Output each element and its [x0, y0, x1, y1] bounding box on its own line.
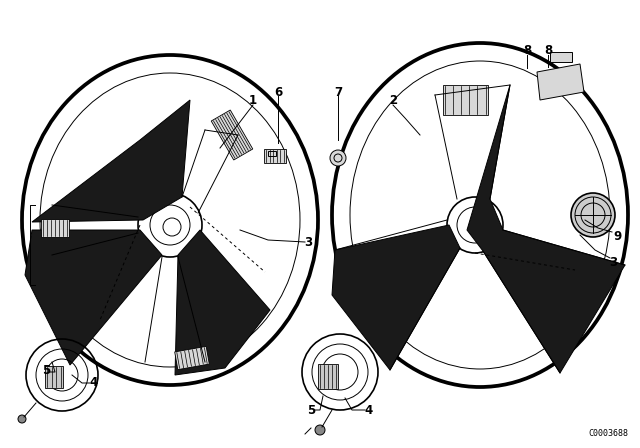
- Text: 4: 4: [90, 376, 98, 389]
- Circle shape: [330, 150, 346, 166]
- Bar: [175, 346, 209, 370]
- Text: 9: 9: [613, 229, 621, 242]
- Text: 8: 8: [523, 44, 531, 57]
- Polygon shape: [32, 100, 190, 222]
- Polygon shape: [537, 64, 584, 100]
- Polygon shape: [175, 230, 270, 375]
- Polygon shape: [467, 85, 625, 373]
- Text: 5: 5: [307, 404, 315, 417]
- Bar: [442, 85, 488, 115]
- Text: 8: 8: [544, 44, 552, 57]
- Bar: [211, 110, 253, 160]
- Text: 5: 5: [42, 365, 50, 378]
- Text: C0003688: C0003688: [588, 429, 628, 438]
- Bar: [268, 151, 276, 156]
- Text: 6: 6: [274, 86, 282, 99]
- Circle shape: [315, 425, 325, 435]
- Text: 4: 4: [365, 404, 373, 417]
- Text: 1: 1: [249, 94, 257, 107]
- Polygon shape: [25, 230, 162, 365]
- Bar: [41, 219, 69, 237]
- Bar: [550, 52, 572, 62]
- Bar: [318, 365, 338, 389]
- Circle shape: [571, 193, 615, 237]
- Bar: [264, 149, 286, 163]
- Text: 7: 7: [334, 86, 342, 99]
- Text: 2: 2: [389, 94, 397, 107]
- Polygon shape: [332, 225, 460, 370]
- Text: 3: 3: [609, 255, 617, 268]
- Bar: [45, 366, 63, 388]
- Circle shape: [18, 415, 26, 423]
- Text: 3: 3: [304, 236, 312, 249]
